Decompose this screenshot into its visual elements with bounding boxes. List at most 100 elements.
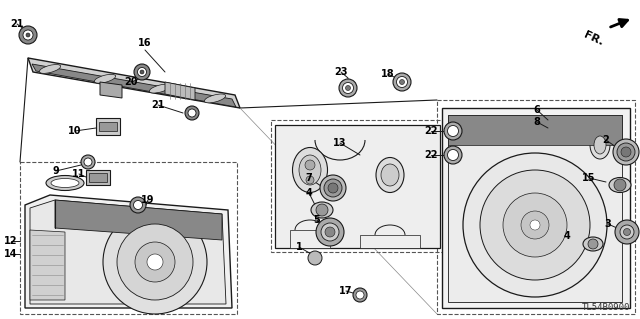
Circle shape: [588, 239, 598, 249]
Text: 4: 4: [564, 231, 570, 241]
Ellipse shape: [46, 175, 84, 190]
Text: 17: 17: [339, 286, 353, 296]
Polygon shape: [28, 58, 240, 108]
Text: 20: 20: [124, 77, 138, 87]
Circle shape: [620, 225, 634, 239]
Circle shape: [613, 139, 639, 165]
Text: 23: 23: [334, 67, 348, 77]
Circle shape: [306, 176, 314, 184]
Circle shape: [617, 143, 635, 161]
Circle shape: [138, 68, 147, 77]
Circle shape: [444, 122, 462, 140]
Circle shape: [188, 109, 196, 117]
Text: FR.: FR.: [582, 30, 605, 48]
Polygon shape: [290, 230, 330, 248]
Text: 14: 14: [4, 249, 18, 259]
Polygon shape: [442, 108, 630, 308]
Circle shape: [393, 73, 411, 91]
Circle shape: [521, 211, 549, 239]
Circle shape: [321, 223, 339, 241]
Circle shape: [103, 210, 207, 314]
Polygon shape: [30, 230, 65, 300]
Polygon shape: [360, 235, 420, 248]
Circle shape: [23, 30, 33, 40]
Ellipse shape: [609, 177, 631, 192]
Polygon shape: [165, 82, 195, 100]
Polygon shape: [275, 125, 440, 248]
Ellipse shape: [204, 94, 226, 103]
Circle shape: [447, 125, 458, 137]
Text: 10: 10: [68, 126, 82, 136]
Circle shape: [305, 160, 315, 170]
Circle shape: [130, 197, 146, 213]
Circle shape: [480, 170, 590, 280]
Circle shape: [353, 288, 367, 302]
Polygon shape: [30, 200, 226, 304]
Text: 6: 6: [534, 105, 540, 115]
Circle shape: [185, 106, 199, 120]
Ellipse shape: [39, 64, 61, 73]
Circle shape: [399, 79, 404, 85]
Text: TL54B0900: TL54B0900: [582, 303, 630, 312]
Text: 22: 22: [424, 126, 438, 136]
Text: 3: 3: [605, 219, 611, 229]
Polygon shape: [86, 170, 110, 185]
Polygon shape: [448, 115, 622, 302]
Text: 1: 1: [296, 242, 302, 252]
Circle shape: [324, 179, 342, 197]
Circle shape: [135, 242, 175, 282]
Ellipse shape: [594, 136, 606, 154]
Ellipse shape: [292, 147, 328, 192]
Text: 13: 13: [333, 138, 347, 148]
Circle shape: [81, 155, 95, 169]
Text: 22: 22: [424, 150, 438, 160]
Circle shape: [140, 70, 144, 74]
Text: 12: 12: [4, 236, 18, 246]
Text: 16: 16: [138, 38, 152, 48]
Circle shape: [117, 224, 193, 300]
Circle shape: [320, 175, 346, 201]
Circle shape: [503, 193, 567, 257]
Polygon shape: [99, 122, 117, 131]
Circle shape: [316, 204, 328, 216]
Ellipse shape: [299, 155, 321, 185]
Text: 2: 2: [603, 135, 609, 145]
Circle shape: [84, 158, 92, 166]
Ellipse shape: [311, 202, 333, 218]
Text: 21: 21: [10, 19, 24, 29]
Ellipse shape: [381, 164, 399, 186]
Text: 7: 7: [306, 173, 312, 183]
Polygon shape: [55, 200, 222, 240]
Circle shape: [308, 251, 322, 265]
Circle shape: [26, 33, 30, 37]
Ellipse shape: [590, 131, 610, 159]
Circle shape: [134, 64, 150, 80]
Text: 18: 18: [381, 69, 395, 79]
Circle shape: [621, 147, 631, 157]
Ellipse shape: [149, 84, 171, 93]
Circle shape: [134, 201, 143, 210]
Text: 8: 8: [534, 117, 540, 127]
Text: 4: 4: [306, 188, 312, 198]
Circle shape: [328, 183, 338, 193]
Circle shape: [615, 220, 639, 244]
Polygon shape: [89, 173, 107, 182]
Circle shape: [147, 254, 163, 270]
Bar: [20, 162, 237, 314]
Circle shape: [346, 85, 351, 91]
Ellipse shape: [51, 179, 79, 188]
Bar: [271, 120, 448, 252]
Text: 5: 5: [314, 215, 321, 225]
Polygon shape: [25, 195, 232, 308]
Ellipse shape: [94, 74, 116, 83]
Text: 9: 9: [52, 166, 60, 176]
Polygon shape: [100, 82, 122, 98]
Circle shape: [447, 150, 458, 160]
Text: 21: 21: [151, 100, 164, 110]
Ellipse shape: [376, 158, 404, 192]
Circle shape: [19, 26, 37, 44]
Circle shape: [444, 146, 462, 164]
Circle shape: [356, 291, 364, 299]
Circle shape: [623, 228, 630, 235]
Text: 19: 19: [141, 195, 155, 205]
